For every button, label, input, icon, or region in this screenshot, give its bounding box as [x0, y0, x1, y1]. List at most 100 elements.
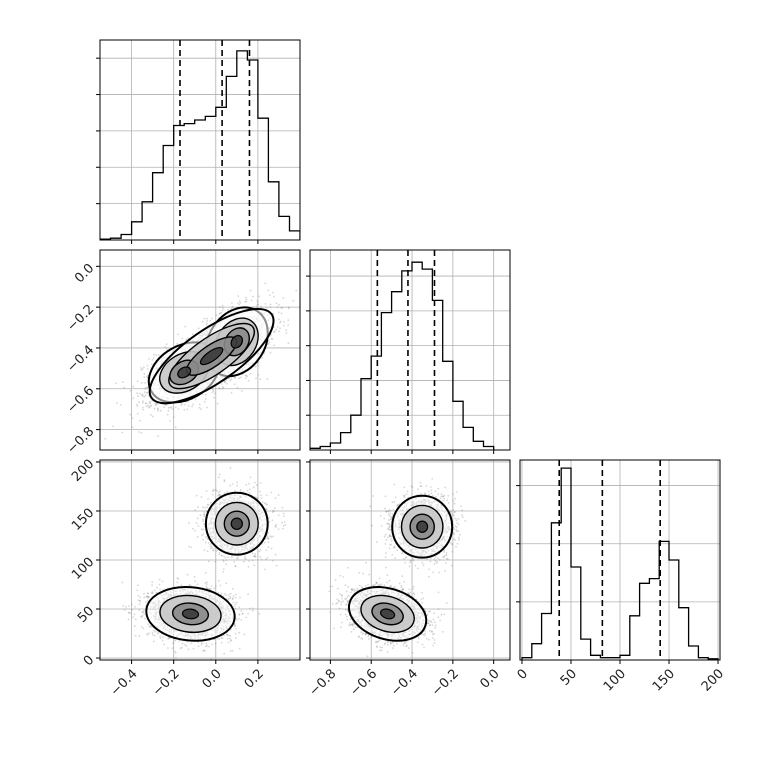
scatter-point	[168, 637, 171, 639]
scatter-point	[230, 307, 233, 310]
scatter-point	[287, 319, 290, 321]
scatter-point	[267, 343, 270, 346]
scatter-point	[269, 351, 272, 354]
scatter-point	[174, 639, 177, 642]
scatter-point	[153, 407, 156, 410]
scatter-point	[164, 346, 167, 348]
scatter-point	[138, 431, 141, 433]
scatter-point	[174, 426, 177, 429]
scatter-point	[238, 647, 241, 650]
scatter-point	[204, 398, 207, 400]
scatter-point	[146, 386, 149, 389]
scatter-point	[269, 303, 272, 306]
scatter-point	[278, 330, 281, 333]
scatter-point	[148, 358, 150, 360]
y-tick-label: −0.4	[64, 343, 97, 376]
grid	[310, 250, 510, 450]
scatter-point	[190, 642, 193, 645]
grid	[100, 40, 300, 240]
scatter-point	[203, 317, 206, 320]
scatter-point	[273, 295, 275, 298]
scatter-point	[227, 377, 230, 380]
scatter-point	[153, 634, 156, 637]
scatter-point	[148, 406, 151, 408]
scatter-point	[244, 296, 247, 299]
scatter-point	[142, 627, 145, 630]
scatter-point	[119, 404, 122, 406]
scatter-point	[231, 597, 234, 600]
scatter-point	[273, 330, 275, 333]
scatter-point	[123, 608, 126, 611]
scatter-point	[121, 431, 124, 434]
scatter-point	[238, 613, 241, 616]
scatter-point	[229, 592, 232, 595]
scatter-point	[272, 312, 275, 315]
scatter-point	[136, 412, 139, 415]
scatter-point	[256, 300, 259, 303]
scatter-point	[172, 642, 174, 644]
scatter-point	[163, 643, 165, 646]
scatter-point	[230, 391, 233, 394]
scatter-point	[177, 333, 180, 336]
scatter-point	[134, 618, 137, 621]
scatter-point	[136, 392, 139, 395]
scatter-point	[129, 413, 132, 416]
scatter-point	[142, 408, 145, 411]
scatter-point	[194, 580, 197, 583]
scatter-point	[141, 614, 144, 617]
scatter-point	[152, 633, 154, 636]
panel-hist-1	[306, 249, 511, 454]
scatter-point	[151, 359, 154, 361]
scatter-point	[209, 319, 212, 322]
scatter-point	[149, 400, 152, 403]
scatter-point	[129, 389, 132, 392]
scatter-point	[249, 289, 252, 292]
scatter-point	[277, 318, 280, 321]
scatter-point	[229, 635, 232, 637]
scatter-point	[217, 579, 220, 582]
scatter-point	[198, 403, 201, 406]
scatter-point	[254, 365, 257, 368]
scatter-point	[154, 403, 157, 405]
scatter-point	[104, 437, 107, 440]
scatter-point	[204, 582, 207, 584]
scatter-point	[146, 592, 149, 595]
scatter-point	[233, 383, 236, 386]
scatter-point	[136, 405, 139, 407]
scatter-point	[258, 295, 260, 298]
scatter-point	[231, 306, 234, 309]
scatter-point	[148, 406, 150, 409]
scatter-point	[156, 633, 159, 635]
scatter-point	[183, 409, 186, 411]
scatter-point	[240, 376, 242, 379]
scatter-point	[269, 294, 271, 296]
scatter-point	[295, 289, 298, 292]
scatter-point	[140, 381, 143, 384]
scatter-point	[158, 583, 161, 586]
scatter-point	[185, 338, 188, 341]
scatter-point	[136, 403, 139, 406]
scatter-point	[287, 324, 290, 326]
scatter-point	[200, 642, 203, 645]
panel-content	[100, 40, 300, 240]
scatter-point	[150, 414, 152, 416]
scatter-point	[215, 314, 218, 317]
scatter-point	[180, 584, 183, 587]
scatter-point	[186, 408, 189, 411]
scatter-point	[151, 581, 154, 583]
y-tick-label: −0.6	[64, 383, 97, 416]
scatter-point	[145, 386, 148, 389]
scatter-point	[181, 337, 184, 340]
scatter-point	[167, 406, 170, 409]
scatter-point	[233, 625, 236, 628]
scatter-point	[229, 637, 231, 640]
scatter-point	[165, 348, 168, 351]
scatter-point	[252, 295, 254, 298]
scatter-point	[222, 387, 225, 389]
scatter-point	[150, 404, 153, 407]
scatter-point	[204, 572, 207, 574]
scatter-point	[163, 406, 166, 409]
scatter-point	[140, 431, 143, 434]
scatter-point	[127, 605, 130, 607]
scatter-point	[268, 341, 271, 344]
